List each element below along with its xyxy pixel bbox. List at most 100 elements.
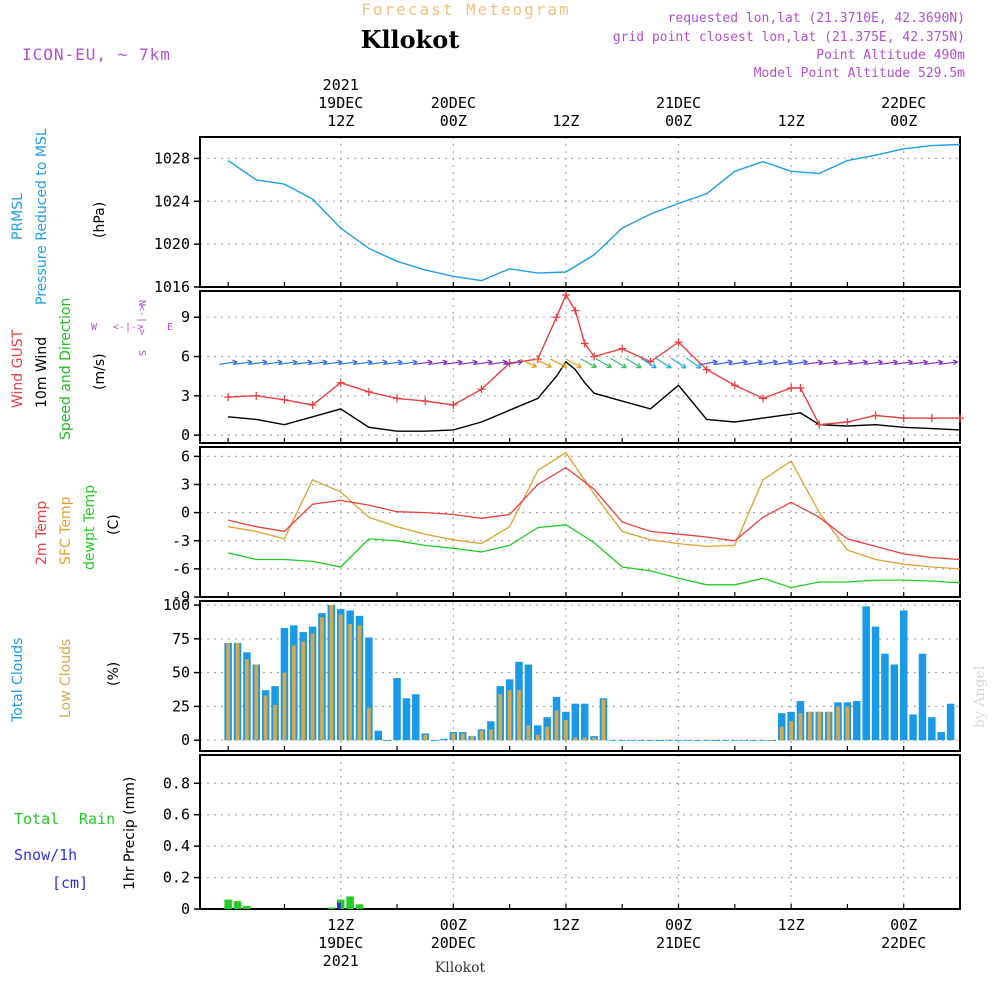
gust-marker [815, 420, 824, 429]
wind-direction-arrow [670, 357, 687, 369]
precip-snow-label: Snow/1h [14, 846, 77, 864]
gust-marker [561, 290, 570, 299]
low-cloud-bar [329, 605, 334, 741]
wind-direction-arrow [924, 359, 943, 366]
y-tick-label: 6 [181, 348, 190, 366]
wind-direction-arrow [774, 359, 793, 366]
compass-vertical: <-|-> [136, 305, 147, 335]
total-cloud-bar [871, 626, 880, 741]
y-tick-label: 100 [163, 596, 190, 614]
watermark: by Angel [972, 665, 988, 728]
wind-direction-arrow [744, 359, 763, 366]
wind-direction-arrow [520, 358, 538, 368]
total-cloud-bar [609, 740, 617, 741]
wind-direction-label: Speed and Direction [58, 298, 74, 440]
bottom-axis-label: 00Z [440, 916, 467, 934]
rain-bar [224, 899, 232, 909]
rain-bar [355, 904, 364, 909]
rain-bar [327, 907, 336, 909]
wind-direction-arrow [819, 359, 838, 366]
low-cloud-bar [470, 736, 474, 741]
total-cloud-bar [731, 740, 739, 741]
wind-direction-arrow [234, 359, 253, 366]
wind-direction-arrow [309, 359, 328, 366]
wind-gust-label: Wind GUST [10, 329, 26, 408]
panel-frame [199, 136, 961, 288]
wind-direction-arrow [324, 359, 343, 366]
wind-direction-arrow [489, 359, 508, 366]
wind-direction-arrow [834, 359, 853, 366]
wind-direction-arrow [279, 359, 298, 366]
gust-marker [787, 383, 796, 392]
wind-direction-arrow [759, 359, 778, 366]
gust-marker [674, 338, 683, 347]
wind-direction-arrow [625, 357, 642, 369]
total-cloud-bar [918, 653, 927, 741]
gust-marker [336, 378, 345, 387]
low-cloud-bar [479, 730, 484, 741]
total-cloud-bar [928, 717, 936, 741]
pressure-unit: (hPa) [92, 202, 108, 238]
low-cloud-bar [263, 695, 268, 741]
temp-2m-label: 2m Temp [34, 501, 50, 565]
y-tick-label: 25 [172, 697, 190, 715]
wind-direction-arrow [339, 359, 358, 366]
low-cloud-bar [836, 706, 840, 741]
total-cloud-bar [646, 740, 655, 741]
wind-direction-arrow [219, 359, 238, 366]
clouds-unit: (%) [106, 662, 122, 686]
wind-direction-arrow [249, 359, 268, 366]
y-tick-label: 0 [181, 504, 190, 522]
total-cloud-bar [571, 703, 580, 741]
y-tick-label: -6 [172, 560, 190, 578]
y-tick-label: 0 [181, 731, 190, 749]
wind-direction-arrow [879, 359, 898, 366]
top-axis-label: 12Z [778, 112, 805, 130]
gust-marker [421, 397, 430, 406]
wind-direction-arrow [414, 359, 433, 366]
rain-bar [233, 901, 242, 909]
temp-unit: (C) [106, 514, 122, 535]
y-tick-label: 1028 [154, 149, 190, 167]
total-cloud-bar [365, 637, 373, 741]
total-cloud-bar [684, 740, 692, 741]
total-cloud-bar [693, 740, 702, 741]
wind-direction-arrow [444, 359, 463, 366]
y-tick-label: 0 [181, 900, 190, 918]
total-cloud-bar [909, 714, 917, 741]
y-tick-label: 0 [181, 426, 190, 444]
rain-bar [346, 896, 354, 909]
total-cloud-bar [702, 740, 711, 741]
gust-marker [927, 414, 936, 423]
pressure-panel: 1028 1024 1020 1016 [154, 136, 961, 296]
wind-direction-arrow [699, 359, 718, 366]
total-cloud-bar [881, 653, 889, 741]
total-cloud-bar [890, 664, 899, 741]
y-tick-label: 1016 [154, 278, 190, 296]
total-cloud-bar [618, 740, 626, 741]
wind-direction-arrow [595, 358, 612, 369]
top-axis-label: 00Z [665, 112, 692, 130]
precip-total-label: Total [14, 810, 59, 828]
total-cloud-bar [534, 725, 542, 741]
total-cloud-bar [627, 740, 636, 741]
low-cloud-bar [226, 642, 231, 741]
gust-marker [308, 401, 317, 409]
low-cloud-bar [573, 737, 578, 741]
gust-marker [280, 395, 289, 404]
total-cloud-bar [721, 740, 730, 741]
chart-title: Forecast Meteogram [361, 0, 570, 19]
low-cloud-bar [310, 633, 315, 741]
low-cloud-bar [423, 734, 428, 741]
low-cloud-bar [273, 705, 277, 741]
compass-north: N [136, 300, 147, 306]
gust-marker [580, 339, 589, 348]
bottom-axis-label: 22DEC [881, 934, 926, 952]
y-tick-label: 9 [181, 308, 190, 326]
bottom-axis-label: 19DEC [318, 934, 363, 952]
gust-marker [871, 411, 880, 420]
bottom-axis-label: 12Z [778, 916, 805, 934]
wind-direction-arrow [550, 358, 567, 368]
clouds-panel: 100 75 50 25 0 [163, 596, 961, 752]
